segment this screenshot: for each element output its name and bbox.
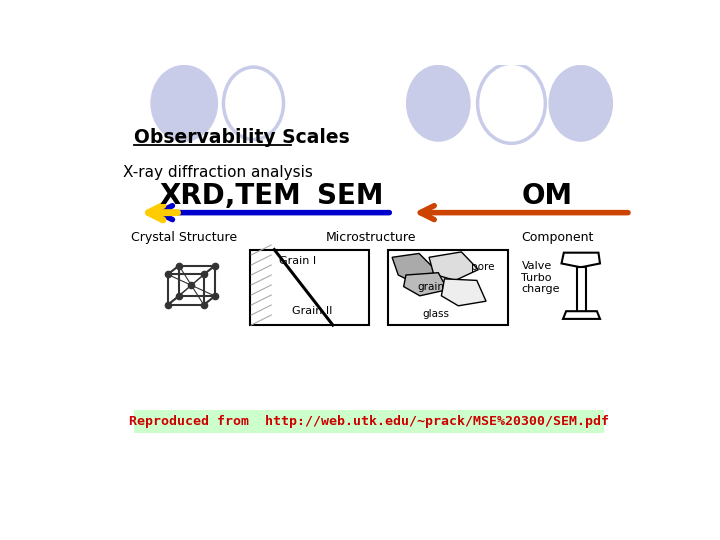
Polygon shape (392, 253, 437, 283)
Text: Microstructure: Microstructure (325, 231, 415, 244)
Text: Grain I: Grain I (279, 256, 316, 266)
Ellipse shape (223, 67, 284, 139)
Ellipse shape (477, 63, 545, 143)
Text: Observability Scales: Observability Scales (134, 129, 350, 147)
Text: Grain II: Grain II (292, 306, 333, 316)
Text: SEM: SEM (318, 181, 384, 210)
FancyBboxPatch shape (250, 249, 369, 325)
Text: OM: OM (521, 181, 572, 210)
Text: pore: pore (472, 261, 495, 272)
FancyBboxPatch shape (388, 249, 508, 325)
Text: XRD,TEM: XRD,TEM (160, 181, 301, 210)
Text: grain: grain (417, 281, 444, 292)
Text: Crystal Structure: Crystal Structure (131, 231, 238, 244)
Polygon shape (404, 273, 448, 296)
FancyBboxPatch shape (134, 410, 604, 433)
Text: X-ray diffraction analysis: X-ray diffraction analysis (122, 165, 312, 180)
Ellipse shape (150, 65, 218, 142)
Text: Valve
Turbo
charge: Valve Turbo charge (521, 261, 560, 294)
Text: Reproduced from  http://web.utk.edu/~prack/MSE%20300/SEM.pdf: Reproduced from http://web.utk.edu/~prac… (129, 415, 609, 428)
Polygon shape (429, 252, 478, 280)
Text: glass: glass (423, 309, 449, 319)
Polygon shape (562, 253, 600, 267)
Polygon shape (563, 311, 600, 319)
Ellipse shape (406, 65, 471, 142)
Text: Component: Component (521, 231, 594, 244)
Ellipse shape (549, 65, 613, 142)
Polygon shape (441, 279, 486, 306)
FancyBboxPatch shape (577, 267, 586, 313)
